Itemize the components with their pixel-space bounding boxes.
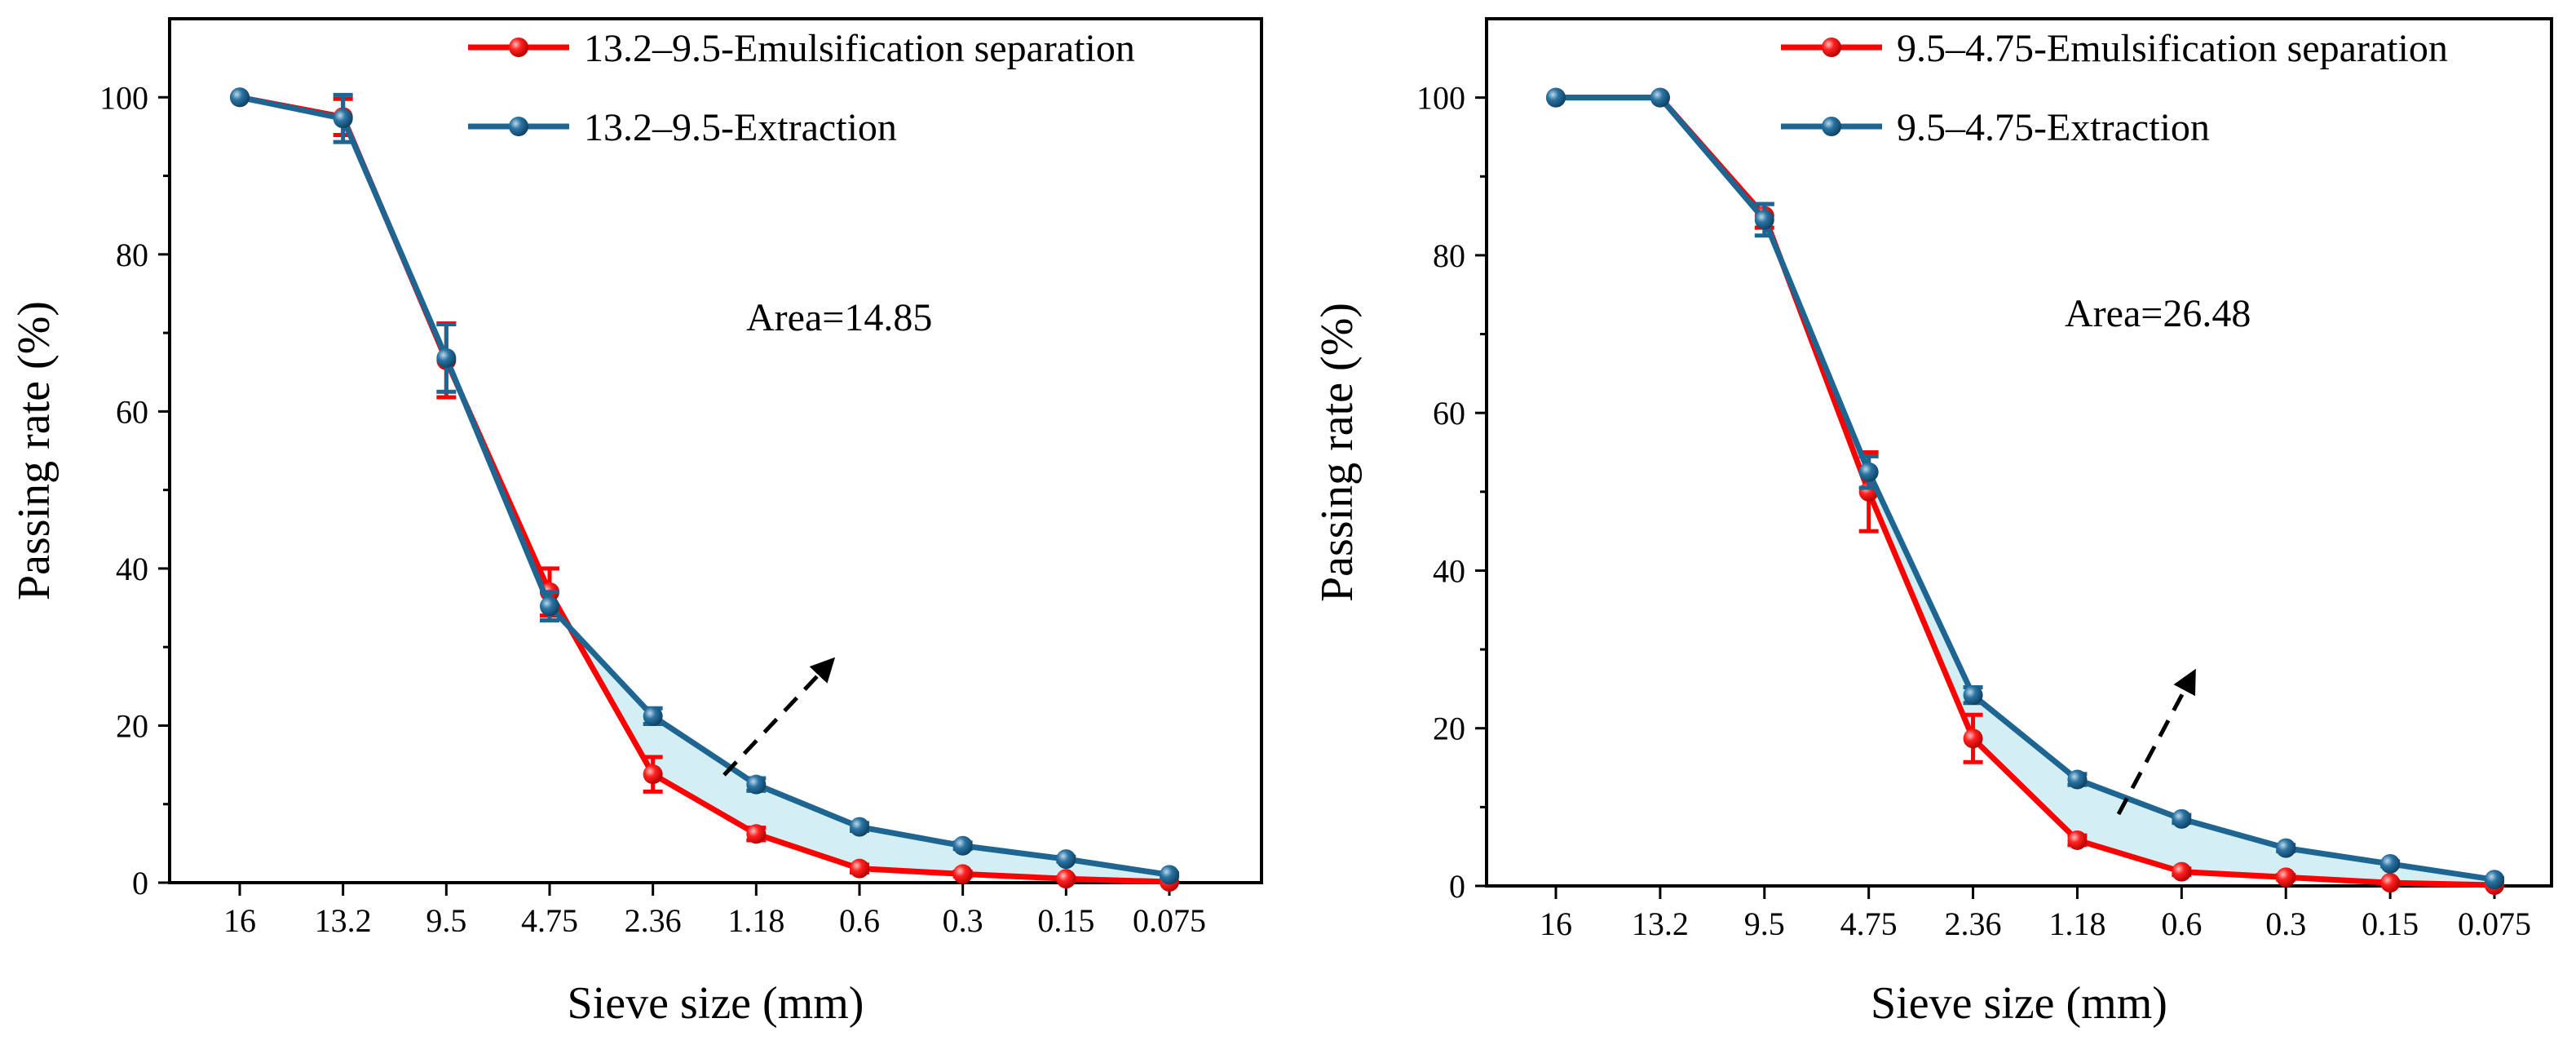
x-tick-label: 16 xyxy=(223,902,256,939)
data-point xyxy=(1160,865,1179,885)
data-point xyxy=(2276,867,2296,888)
area-annotation: Area=14.85 xyxy=(746,296,932,339)
legend-marker xyxy=(1822,117,1841,136)
series-line xyxy=(1556,95,2495,883)
x-tick-label: 9.5 xyxy=(1744,906,1785,942)
data-point xyxy=(746,774,767,795)
y-tick-label: 80 xyxy=(116,237,148,273)
x-tick-label: 13.2 xyxy=(315,902,372,939)
data-point xyxy=(850,858,869,879)
x-axis-title: Sieve size (mm) xyxy=(1871,978,2167,1029)
annotation-arrow xyxy=(2116,668,2196,816)
x-tick-label: 0.15 xyxy=(2362,906,2419,942)
data-point xyxy=(2276,838,2296,858)
x-tick-label: 2.36 xyxy=(625,902,682,939)
y-tick-label: 0 xyxy=(132,865,148,901)
y-tick-label: 100 xyxy=(1416,80,1465,117)
area-fill xyxy=(240,97,1169,883)
x-tick-label: 0.15 xyxy=(1037,902,1094,939)
y-axis-title: Passing rate (%) xyxy=(1312,303,1363,602)
legend-label: 9.5–4.75-Extraction xyxy=(1897,106,2210,149)
x-tick-label: 0.3 xyxy=(2265,906,2306,942)
data-point xyxy=(1056,849,1076,870)
x-tick-label: 0.075 xyxy=(2458,906,2531,942)
y-tick-label: 0 xyxy=(1449,868,1465,905)
plot-frame xyxy=(1485,17,2553,888)
x-tick-label: 0.075 xyxy=(1133,902,1206,939)
y-tick-label: 80 xyxy=(1433,237,1465,274)
data-point xyxy=(436,348,457,368)
plot-frame xyxy=(168,17,1263,884)
data-point xyxy=(2172,861,2192,882)
area-annotation: Area=26.48 xyxy=(2065,292,2251,335)
x-tick-label: 1.18 xyxy=(2048,906,2105,942)
annotation-arrow xyxy=(722,657,836,777)
data-point xyxy=(1858,462,1879,482)
data-point xyxy=(540,596,559,617)
legend-label: 13.2–9.5-Emulsification separation xyxy=(584,27,1135,70)
data-point xyxy=(952,864,973,884)
x-tick-label: 13.2 xyxy=(1632,906,1689,942)
chart-right: 0 20 40 60 80 100 16 13.2 9.5 4.75 2.36 1.18 0.6 0.3 0… xyxy=(1312,17,2553,1029)
x-tick-label: 9.5 xyxy=(426,902,466,939)
x-tick-label: 4.75 xyxy=(1840,906,1898,942)
data-point xyxy=(2172,808,2192,829)
y-tick-label: 20 xyxy=(116,707,148,744)
x-tick-label: 2.36 xyxy=(1945,906,2002,942)
legend-marker xyxy=(509,38,528,57)
data-point xyxy=(1650,87,1670,108)
data-point xyxy=(952,835,973,856)
y-tick-label: 60 xyxy=(116,393,148,430)
x-tick-label: 16 xyxy=(1540,906,1572,942)
area-fill xyxy=(1556,97,2494,886)
legend-label: 13.2–9.5-Extraction xyxy=(584,106,897,149)
data-point xyxy=(2380,853,2401,874)
x-tick-label: 0.6 xyxy=(839,902,880,939)
legend-label: 9.5–4.75-Emulsification separation xyxy=(1897,27,2448,70)
x-tick-label: 4.75 xyxy=(521,902,578,939)
data-point xyxy=(850,817,869,837)
y-tick-label: 20 xyxy=(1433,711,1465,747)
y-tick-label: 40 xyxy=(116,551,148,587)
data-point xyxy=(746,824,767,844)
data-point xyxy=(2380,873,2401,893)
y-tick-label: 40 xyxy=(1433,552,1465,589)
chart-left: 0 20 40 60 80 100 16 13.2 9.5 4.75 2.36 1.18 0.6 0.3 0… xyxy=(9,17,1263,1029)
x-axis-title: Sieve size (mm) xyxy=(568,978,864,1029)
data-point xyxy=(1754,210,1774,230)
x-tick-label: 1.18 xyxy=(727,902,784,939)
data-point xyxy=(1056,869,1076,889)
data-point xyxy=(2067,769,2088,790)
data-point xyxy=(1546,87,1566,108)
data-point xyxy=(230,87,250,108)
legend-marker xyxy=(509,117,528,136)
data-point xyxy=(643,706,663,726)
y-axis-title: Passing rate (%) xyxy=(9,301,60,600)
data-point xyxy=(1963,728,1983,749)
y-tick-label: 100 xyxy=(99,79,148,116)
x-tick-label: 0.3 xyxy=(943,902,983,939)
data-point xyxy=(2485,870,2504,890)
legend-marker xyxy=(1822,38,1841,57)
x-tick-label: 0.6 xyxy=(2161,906,2202,942)
data-point xyxy=(1963,685,1983,706)
data-point xyxy=(2067,830,2088,850)
data-point xyxy=(643,764,663,785)
data-point xyxy=(333,108,353,129)
series-line xyxy=(239,94,1170,878)
y-tick-label: 60 xyxy=(1433,395,1465,432)
